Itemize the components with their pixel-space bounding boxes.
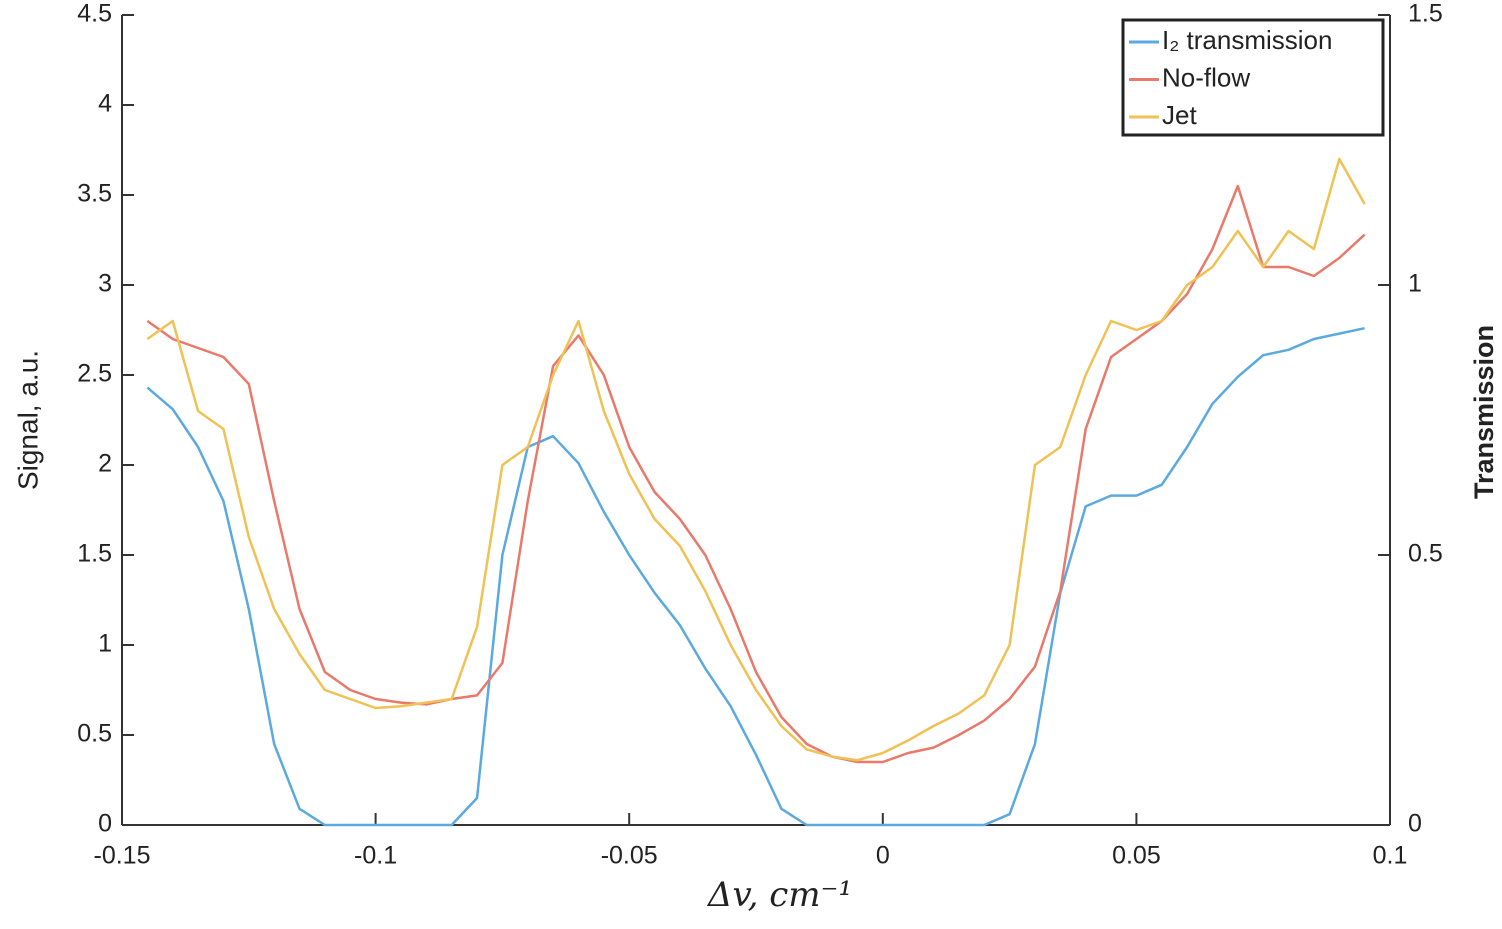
- x-tick-label: -0.15: [94, 842, 151, 870]
- series-line: [146, 157, 1366, 762]
- series-line: [146, 326, 1365, 827]
- x-tick-label: 0.1: [1373, 842, 1408, 870]
- y2-tick-label: 1: [1408, 270, 1422, 298]
- y-tick-label: 0.5: [77, 720, 112, 748]
- y-tick-label: 1: [98, 630, 112, 658]
- y-axis-label: Signal, a.u.: [12, 350, 43, 490]
- y2-axis-label: Transmission: [1469, 325, 1499, 499]
- legend-label: Jet: [1162, 100, 1197, 130]
- x-tick-label: -0.1: [354, 842, 397, 870]
- x-tick-label: 0.05: [1112, 842, 1161, 870]
- series-line: [146, 184, 1366, 764]
- y-tick-label: 2.5: [77, 360, 112, 388]
- y2-tick-label: 0: [1408, 810, 1422, 838]
- x-axis-label: Δv, cm⁻¹: [706, 875, 852, 915]
- legend-label: I₂ transmission: [1162, 25, 1332, 55]
- y2-tick-label: 1.5: [1408, 0, 1443, 28]
- y-tick-label: 4: [98, 90, 112, 118]
- y-tick-label: 1.5: [77, 540, 112, 568]
- x-tick-label: -0.05: [601, 842, 658, 870]
- legend-box: [1121, 18, 1385, 137]
- y-tick-label: 0: [98, 810, 112, 838]
- y-tick-label: 3.5: [77, 180, 112, 208]
- legend-label: No-flow: [1162, 62, 1250, 92]
- y-tick-label: 4.5: [77, 0, 112, 28]
- x-tick-label: 0: [876, 842, 890, 870]
- y-tick-label: 3: [98, 270, 112, 298]
- y2-tick-label: 0.5: [1408, 540, 1443, 568]
- y-tick-label: 2: [98, 450, 112, 478]
